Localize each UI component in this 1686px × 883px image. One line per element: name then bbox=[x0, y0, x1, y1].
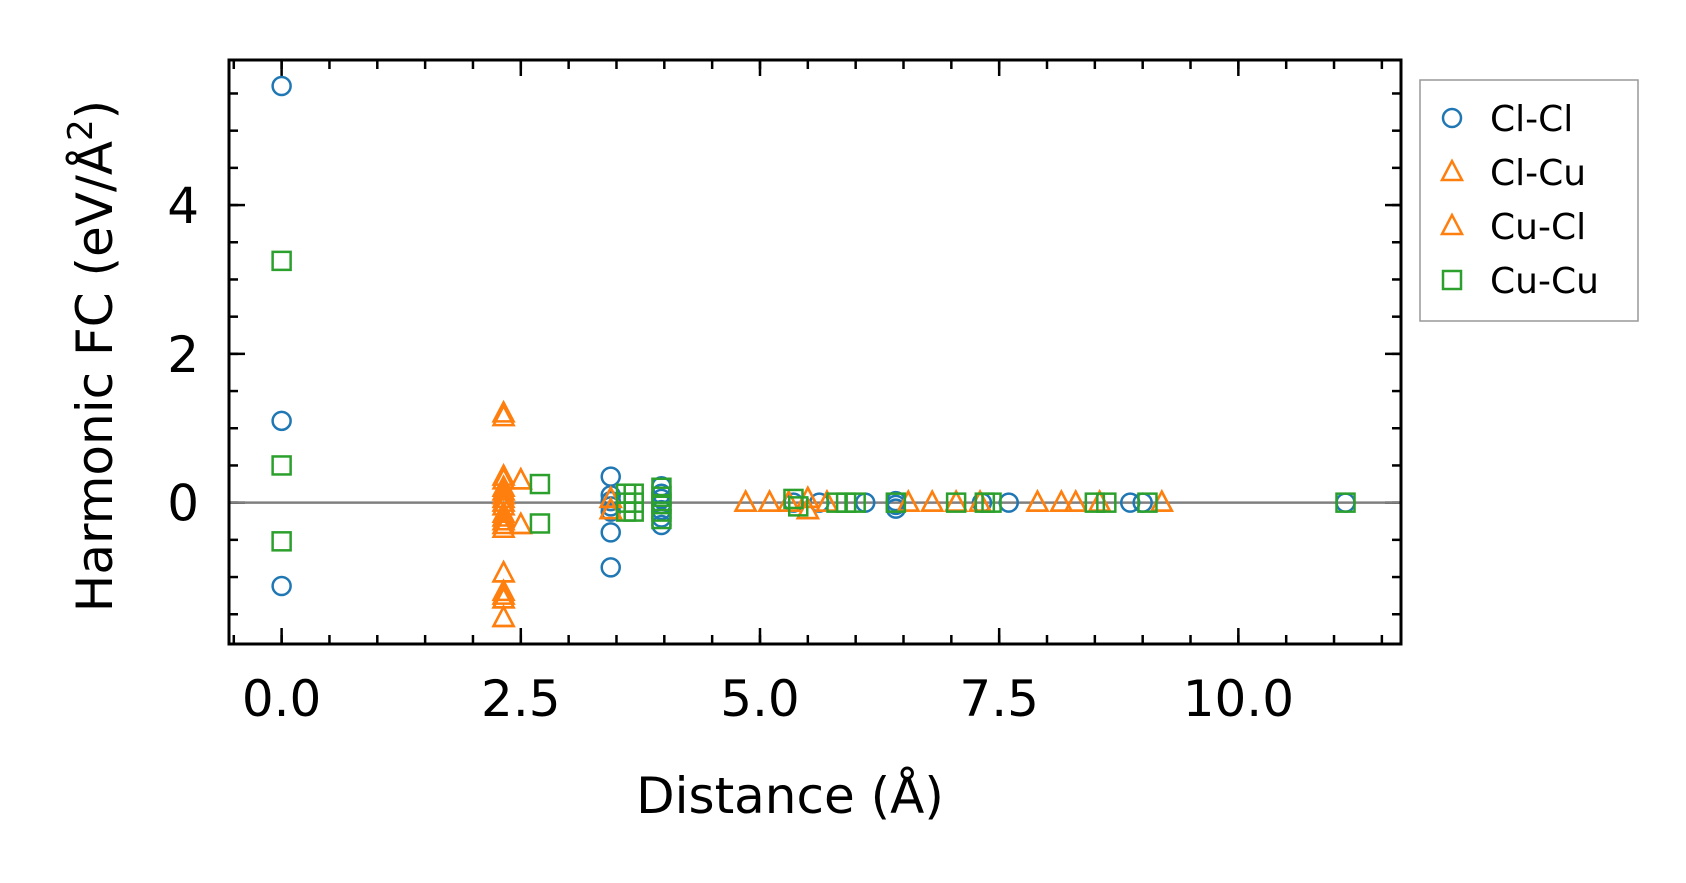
plot-area-frame bbox=[227, 58, 1403, 646]
data-point-cu-cu bbox=[271, 531, 292, 552]
data-point-cu-cl bbox=[491, 559, 516, 583]
x-axis-label: Distance (Å) bbox=[636, 767, 944, 825]
y-tick-label: 2 bbox=[167, 326, 199, 384]
legend-marker-cu-cu bbox=[1441, 269, 1463, 291]
data-point-cu-cu bbox=[885, 492, 907, 513]
data-point-cu-cu bbox=[945, 492, 967, 513]
data-point-cl-cl bbox=[271, 575, 292, 597]
data-point-cu-cu bbox=[271, 250, 292, 272]
y-axis-label: Harmonic FC (eV/Å2) bbox=[61, 100, 124, 612]
data-point-cu-cu bbox=[1137, 492, 1158, 513]
data-point-cu-cu bbox=[529, 473, 551, 495]
data-markers bbox=[271, 75, 1356, 628]
data-point-cu-cl bbox=[733, 488, 758, 512]
data-point-cu-cu bbox=[1084, 492, 1106, 513]
data-point-cu-cl bbox=[598, 496, 623, 520]
legend-label-cl-cl: Cl-Cl bbox=[1490, 99, 1573, 140]
y-axis-label-superscript: 2 bbox=[61, 119, 101, 141]
legend-label-cu-cl: Cu-Cl bbox=[1490, 207, 1586, 248]
data-point-cu-cu bbox=[623, 501, 644, 522]
legend-label-cl-cu: Cl-Cu bbox=[1490, 153, 1586, 194]
data-point-cl-cu bbox=[491, 578, 516, 602]
data-point-cl-cu bbox=[491, 511, 516, 535]
data-point-cu-cu bbox=[529, 513, 551, 534]
minor-ticks bbox=[229, 60, 1401, 644]
legend-marker-cl-cl bbox=[1441, 107, 1463, 129]
data-point-cl-cu bbox=[920, 488, 945, 512]
data-point-cu-cu bbox=[845, 492, 866, 513]
legend-items: Cl-Cl Cl-Cu Cu-Cl Cu-Cu bbox=[1439, 99, 1599, 302]
y-axis-label-main: Harmonic FC (eV/Å bbox=[66, 141, 124, 612]
data-point-cu-cu bbox=[783, 488, 804, 510]
y-axis-label-close: ) bbox=[66, 100, 124, 120]
legend: Cl-Cl Cl-Cu Cu-Cl Cu-Cu bbox=[1419, 79, 1639, 322]
data-point-cu-cl bbox=[491, 500, 516, 524]
data-point-cl-cl bbox=[271, 75, 292, 97]
data-point-cu-cl bbox=[508, 511, 533, 535]
data-point-cu-cl bbox=[491, 474, 516, 498]
data-point-cu-cl bbox=[491, 507, 516, 531]
series-cu-cu bbox=[271, 250, 1356, 552]
data-point-cu-cu bbox=[981, 492, 1002, 513]
major-ticks bbox=[229, 60, 1401, 644]
data-point-cu-cl bbox=[896, 488, 921, 512]
x-tick-label: 10.0 bbox=[1183, 670, 1294, 728]
data-point-cu-cu bbox=[271, 455, 292, 476]
x-tick-label: 0.0 bbox=[242, 670, 322, 728]
data-point-cl-cu bbox=[491, 403, 516, 427]
data-point-cu-cl bbox=[1049, 488, 1074, 512]
legend-label-cu-cu: Cu-Cu bbox=[1490, 261, 1599, 302]
data-point-cu-cl bbox=[491, 581, 516, 605]
data-point-cu-cl bbox=[757, 488, 782, 512]
data-point-cu-cu bbox=[651, 508, 672, 530]
data-point-cu-cu bbox=[1096, 492, 1117, 513]
data-point-cu-cu bbox=[1335, 492, 1356, 513]
data-point-cu-cl bbox=[598, 485, 623, 509]
data-point-cu-cl bbox=[1063, 488, 1088, 512]
data-point-cl-cu bbox=[757, 488, 782, 512]
y-tick-label: 0 bbox=[167, 475, 199, 533]
series-cu-cl bbox=[491, 399, 1174, 628]
data-point-cl-cu bbox=[491, 515, 516, 538]
data-point-cl-cl bbox=[600, 490, 621, 512]
legend-marker-cl-cu bbox=[1439, 158, 1465, 182]
y-tick-labels: 0 2 4 bbox=[167, 177, 199, 533]
data-point-cl-cu bbox=[491, 604, 516, 628]
legend-marker-cu-cl bbox=[1439, 212, 1465, 236]
data-point-cl-cu bbox=[491, 503, 516, 527]
data-point-cl-cu bbox=[1025, 488, 1050, 512]
legend-frame bbox=[1419, 79, 1639, 322]
data-point-cl-cl bbox=[600, 522, 621, 543]
x-tick-label: 7.5 bbox=[959, 670, 1039, 728]
x-tick-label: 2.5 bbox=[481, 670, 561, 728]
data-point-cl-cl bbox=[600, 466, 621, 487]
data-point-cl-cl bbox=[600, 557, 621, 578]
data-point-cu-cl bbox=[1025, 488, 1050, 512]
data-point-cl-cu bbox=[491, 477, 516, 501]
data-point-cl-cl bbox=[271, 410, 292, 432]
data-point-cu-cl bbox=[491, 604, 516, 628]
data-point-cl-cu bbox=[733, 488, 758, 512]
x-tick-label: 5.0 bbox=[720, 670, 800, 728]
data-point-cu-cl bbox=[491, 399, 516, 423]
data-point-cu-cu bbox=[788, 496, 809, 517]
data-point-cu-cl bbox=[508, 466, 533, 490]
x-tick-labels: 0.0 2.5 5.0 7.5 10.0 bbox=[242, 670, 1294, 728]
y-tick-label: 4 bbox=[167, 177, 199, 235]
data-point-cu-cl bbox=[920, 488, 945, 512]
series-cl-cu bbox=[491, 403, 1174, 628]
